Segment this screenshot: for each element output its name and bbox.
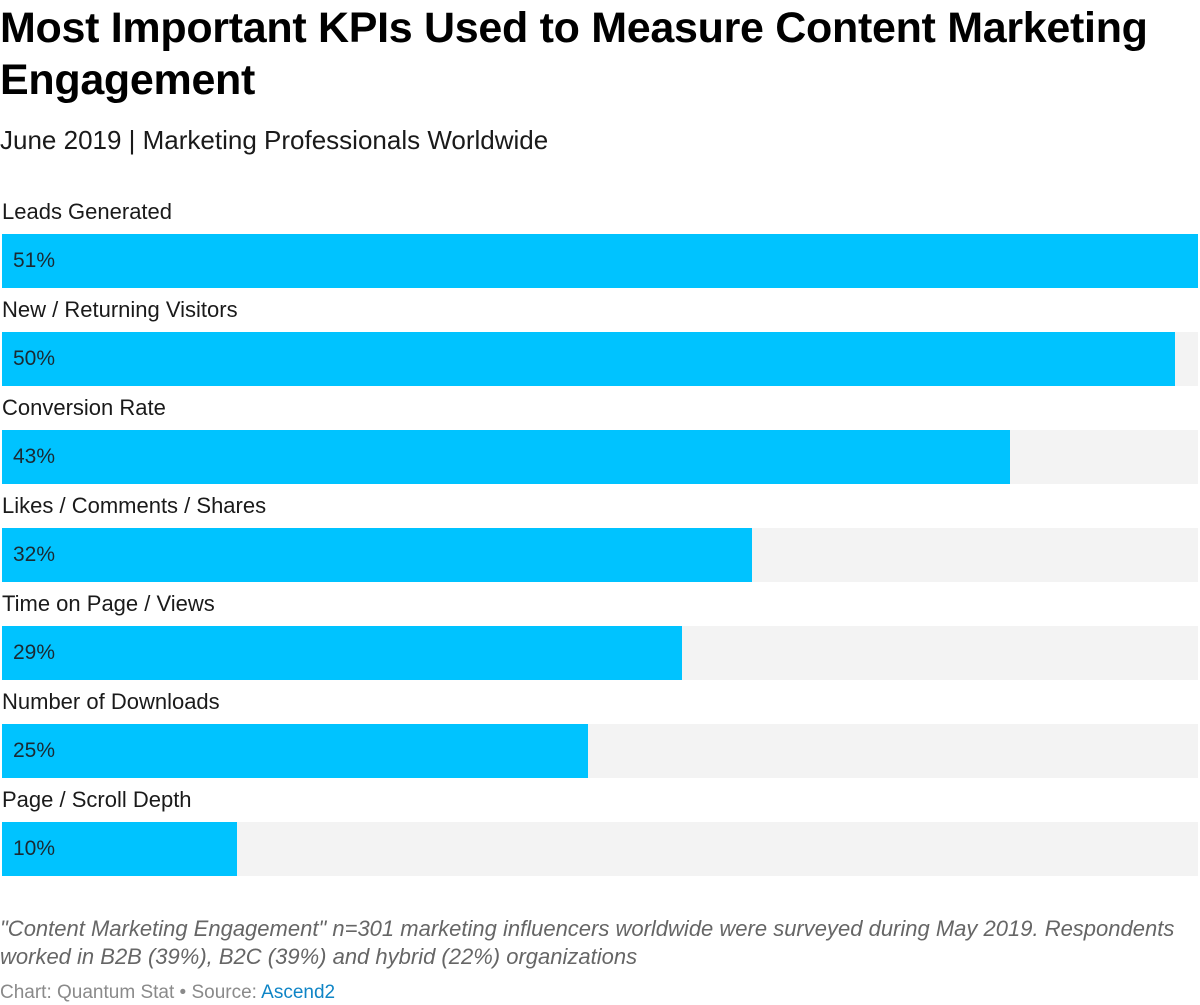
value-label: 25%: [13, 739, 56, 762]
value-label: 29%: [13, 641, 56, 664]
chart-title: Most Important KPIs Used to Measure Cont…: [0, 4, 1148, 104]
bar-track: 29%: [2, 626, 1198, 680]
bar: [2, 234, 1198, 288]
bar-chart: Leads Generated 51% New / Returning Visito…: [2, 196, 1198, 882]
bar-row: Page / Scroll Depth 10%: [2, 784, 1198, 882]
value-label: 50%: [13, 347, 56, 370]
category-label: New / Returning Visitors: [2, 297, 238, 322]
category-label: Leads Generated: [2, 199, 173, 224]
bar-track: 32%: [2, 528, 1198, 582]
bar-track: 25%: [2, 724, 1198, 778]
bar-row: Conversion Rate 43%: [2, 392, 1198, 490]
chart-subtitle: June 2019 | Marketing Professionals Worl…: [0, 125, 549, 155]
chart-credit: Chart: Quantum Stat • Source: Ascend2: [0, 981, 335, 1005]
source-link[interactable]: Ascend2: [261, 982, 336, 1003]
bar-row: New / Returning Visitors 50%: [2, 294, 1198, 392]
bar-track: 50%: [2, 332, 1198, 386]
bar: [2, 430, 1010, 484]
bar: [2, 626, 682, 680]
bar-row: Likes / Comments / Shares 32%: [2, 490, 1198, 588]
credit-text: Chart: Quantum Stat • Source:: [0, 982, 262, 1003]
survey-note: "Content Marketing Engagement" n=301 mar…: [0, 916, 1175, 969]
bar: [2, 822, 237, 876]
bar-row: Time on Page / Views 29%: [2, 588, 1198, 686]
bar: [2, 528, 752, 582]
bar: [2, 332, 1175, 386]
value-label: 10%: [13, 837, 56, 860]
category-label: Time on Page / Views: [2, 591, 215, 616]
bar-row: Leads Generated 51%: [2, 196, 1198, 294]
bar-track: 51%: [2, 234, 1198, 288]
bar-row: Number of Downloads 25%: [2, 686, 1198, 784]
value-label: 32%: [13, 543, 56, 566]
value-label: 43%: [13, 445, 56, 468]
category-label: Likes / Comments / Shares: [2, 493, 267, 518]
bar: [2, 724, 588, 778]
value-label: 51%: [13, 249, 56, 272]
category-label: Number of Downloads: [2, 689, 220, 714]
category-label: Page / Scroll Depth: [2, 787, 192, 812]
bar-track: 10%: [2, 822, 1198, 876]
bar-track: 43%: [2, 430, 1198, 484]
category-label: Conversion Rate: [2, 395, 166, 420]
